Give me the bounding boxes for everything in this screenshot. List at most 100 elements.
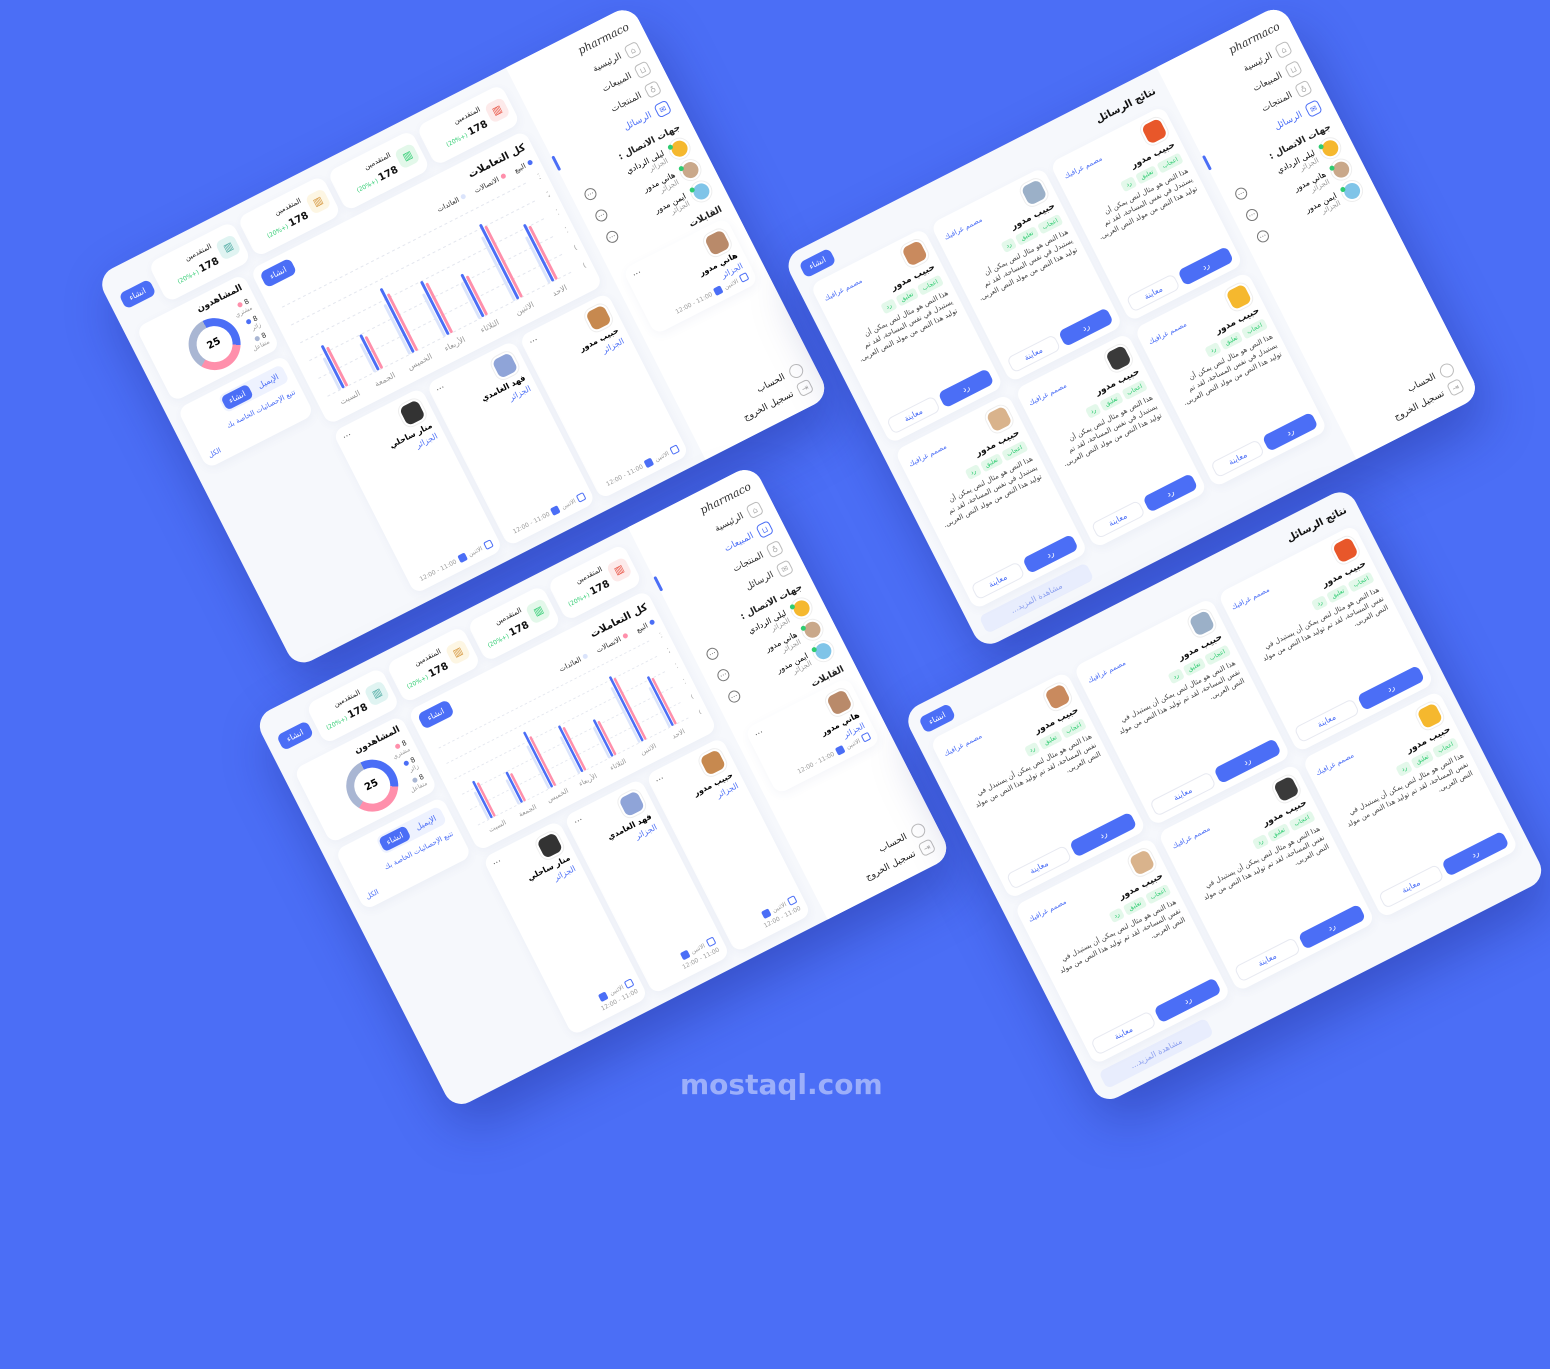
clock-icon [643, 457, 655, 469]
donut-center: 25 [347, 761, 396, 810]
preview-button[interactable]: معاينة [1210, 438, 1266, 479]
cart-icon: ⊔ [633, 60, 653, 80]
more-options-button[interactable]: ··· [572, 815, 585, 829]
online-indicator [677, 165, 685, 172]
y-tick-label: 20 [666, 644, 677, 655]
reply-button[interactable]: رد [937, 368, 995, 409]
more-options-button[interactable]: ··· [491, 856, 504, 870]
bar-chart-icon: ▥ [363, 679, 391, 707]
reply-button[interactable]: رد [1057, 307, 1115, 348]
more-options-button[interactable]: ··· [753, 727, 766, 741]
chat-icon[interactable]: ⋯ [604, 228, 621, 245]
chat-icon[interactable]: ⋯ [704, 645, 721, 662]
chat-icon[interactable]: ⋯ [715, 667, 732, 684]
reply-button[interactable]: رد [1141, 472, 1199, 513]
message-role: مصمم غرافيك [1147, 320, 1189, 347]
reply-button[interactable]: رد [1261, 411, 1319, 452]
gridline [438, 640, 651, 749]
message-role: مصمم غرافيك [822, 276, 864, 303]
more-options-button[interactable]: ··· [434, 383, 448, 397]
more-options-button[interactable]: ··· [654, 773, 667, 787]
bar-1-0 [528, 225, 558, 280]
y-tick-label: 30 [536, 169, 549, 181]
y-tick-label: 01 [697, 705, 708, 716]
create-button[interactable]: انشاء [275, 720, 314, 751]
meeting-time: 11:00 - 12:00 [511, 510, 552, 536]
reply-button[interactable]: رد [1297, 903, 1366, 951]
logout-icon: ⇥ [917, 838, 937, 858]
chat-icon[interactable]: ⋯ [726, 688, 743, 705]
stat-text: المتقدمين 178(+20%) [397, 647, 451, 692]
preview-button[interactable]: معاينة [970, 561, 1026, 601]
message-icon: ✉ [1304, 99, 1323, 118]
legend-swatch [526, 159, 534, 166]
tab-email[interactable]: الإيميل [256, 372, 281, 391]
tag-badge: رد [1023, 741, 1041, 758]
legend-label: البيع [512, 161, 528, 175]
preview-button[interactable]: معاينة [1090, 500, 1146, 540]
more-options-button[interactable]: ··· [341, 430, 354, 444]
preview-button[interactable]: معاينة [1233, 937, 1301, 983]
preview-button[interactable]: معاينة [1005, 334, 1061, 374]
viewers-legend-item: 8 متفاعل [405, 773, 428, 795]
meeting-day: الاثنين [722, 277, 740, 291]
calendar-icon [705, 936, 717, 948]
home-icon: ⌂ [623, 40, 643, 60]
meeting-card[interactable]: ··· هاني مدور الجزائر الاثنين 11:00 - 12:00 [744, 676, 881, 795]
award-icon: ♁ [643, 79, 663, 99]
stat-value: 178 [286, 209, 311, 229]
more-options-button[interactable]: ··· [631, 268, 644, 281]
tab-email[interactable]: الإيميل [414, 813, 438, 832]
y-tick-label: 10 [563, 222, 576, 235]
tab-create[interactable]: انشاء [378, 825, 412, 853]
bar-0-0 [523, 224, 555, 282]
chat-icon[interactable]: ⋯ [593, 207, 610, 224]
meeting-meta: الاثنين 11:00 - 12:00 [415, 539, 494, 585]
legend-label: متفاعل [251, 338, 271, 353]
message-role: مصمم غرافيك [1027, 897, 1068, 924]
transactions-chart-card: كل التعاملات انشاء البيع الاتصالات العائدات 0… [407, 589, 718, 852]
bar-0-5 [505, 771, 523, 803]
y-tick-label: 30 [658, 629, 669, 640]
message-role: مصمم غرافيك [1314, 751, 1356, 778]
chat-icon[interactable]: ⋯ [582, 186, 599, 203]
meeting-day: الاثنين [844, 737, 862, 751]
watermark: mostaql.com [680, 1068, 883, 1101]
gridline [477, 717, 690, 826]
bar-1-0 [651, 677, 677, 725]
message-role: مصمم غرافيك [1230, 585, 1271, 612]
chat-icon[interactable]: ⋯ [1233, 185, 1250, 202]
reply-button[interactable]: رد [1441, 830, 1510, 877]
more-options-button[interactable]: ··· [528, 335, 541, 349]
preview-button[interactable]: معاينة [886, 395, 941, 435]
stat-change: (+20%) [486, 632, 511, 650]
x-tick-label: الأربعاء [442, 334, 467, 353]
viewers-total: 25 [362, 777, 381, 794]
reply-button[interactable]: رد [1153, 977, 1223, 1024]
online-indicator [810, 646, 818, 654]
bar-1-3 [562, 727, 587, 771]
reply-button[interactable]: رد [1021, 534, 1079, 575]
stat-text: المتقدمين 178(+20%) [258, 196, 311, 241]
meeting-time: 11:00 - 12:00 [604, 462, 645, 488]
bar-2-5 [359, 343, 376, 373]
bar-1-2 [597, 720, 617, 756]
tab-create[interactable]: انشاء [220, 383, 254, 411]
y-tick-label: 15 [554, 204, 567, 217]
meeting-card[interactable]: ··· هاني مدور الجزائر الاثنين 11:00 - 12:00 [622, 217, 759, 335]
chat-icon[interactable]: ⋯ [1254, 228, 1272, 245]
create-button[interactable]: انشاء [118, 278, 157, 309]
reply-button[interactable]: رد [1177, 246, 1235, 287]
tag-badge: رد [964, 464, 982, 481]
chat-icon[interactable]: ⋯ [1244, 206, 1261, 224]
y-tick-label: 05 [690, 690, 701, 701]
legend-swatch [621, 632, 629, 640]
sidebar-footer: الحساب ⇥ تسجيل الخروج [1347, 361, 1465, 443]
preview-button[interactable]: معاينة [1125, 273, 1181, 313]
meeting-meta: الاثنين 11:00 - 12:00 [568, 978, 639, 1026]
gridline [454, 670, 666, 780]
online-indicator [799, 624, 807, 632]
bar-1-5 [364, 336, 383, 369]
meeting-meta: الاثنين 11:00 - 12:00 [649, 936, 721, 985]
preview-button[interactable]: معاينة [1377, 863, 1445, 910]
